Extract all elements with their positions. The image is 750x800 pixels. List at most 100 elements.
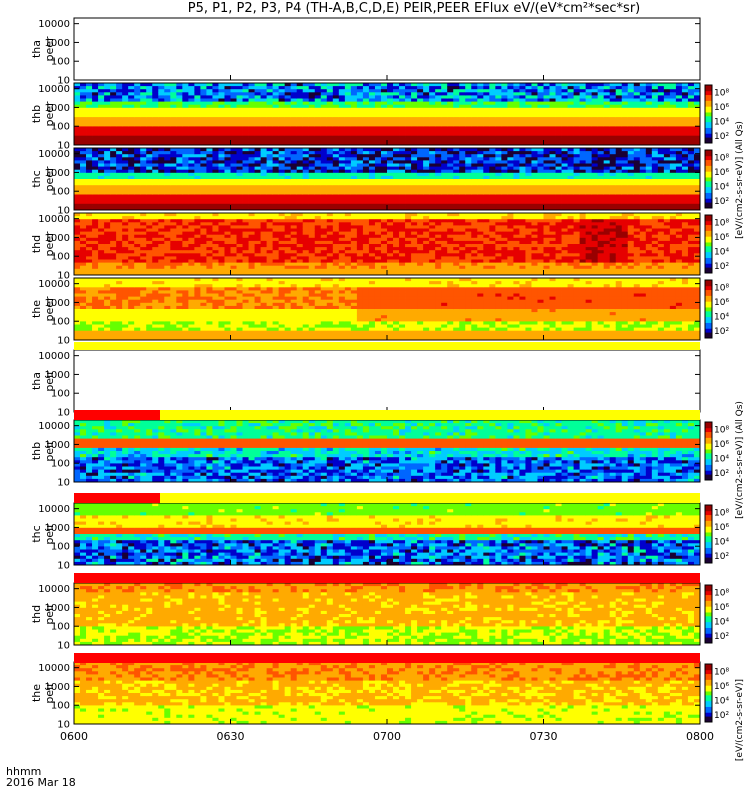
y-tick-label: 100: [51, 122, 70, 133]
colorbar-the-peir: 10² 10⁴ 10⁶ 10⁸: [704, 663, 729, 723]
colorbar-tick-label: 10⁸: [714, 283, 729, 293]
colorbar-tick-label: 10⁶: [714, 103, 729, 113]
panel-label-species: peer: [43, 36, 56, 62]
y-tick-label: 100: [51, 187, 70, 198]
colorbar-units-label: [eV/(cm2-s-sr-eV)] (All Qs): [735, 401, 745, 519]
colorbar-tick-label: 10²: [714, 262, 729, 272]
colorbar-thc-peer: 10² 10⁴ 10⁶ 10⁸: [704, 149, 729, 209]
y-tick-label: 10: [57, 478, 70, 489]
y-tick-label: 10: [57, 720, 70, 731]
colorbar-tick-label: 10⁸: [714, 508, 729, 518]
y-tick-label: 10: [57, 206, 70, 217]
y-tick-label: 10000: [38, 504, 70, 515]
panel-thc-peir: 10 100 1000 10000 thc peir 10² 10⁴ 10⁶ 10⁸: [30, 502, 729, 572]
y-tick-label: 10: [57, 336, 70, 347]
panel-label-probe: the: [30, 300, 43, 318]
date-label: 2016 Mar 18: [6, 776, 76, 789]
y-tick-label: 1000: [45, 523, 70, 534]
spectrogram-thd-peir: [74, 583, 701, 646]
x-tick-label: 0630: [217, 730, 245, 743]
panel-thb-peer: 10 100 1000 10000 thb peer 10² 10⁴ 10⁶ 10⁸: [30, 82, 729, 152]
colorbar-tick-label: 10⁸: [714, 667, 729, 677]
y-tick-label: 1000: [45, 103, 70, 114]
colorbar-tick-label: 10²: [714, 197, 729, 207]
colorbar-units-label: [eV/(cm2-s-sr-eV)] (All Qs): [735, 121, 745, 239]
panel-frame: [73, 17, 701, 81]
colorbar-tick-label: 10⁴: [714, 454, 729, 464]
time-axis-label: hhmm: [6, 765, 42, 778]
quality-flag-bar: [74, 653, 700, 663]
y-tick-label: 100: [51, 389, 70, 400]
y-tick-label: 10000: [38, 19, 70, 30]
panel-label: thd peir: [30, 603, 56, 625]
spectrogram-thc-peir: [74, 503, 701, 566]
y-tick-label: 1000: [45, 233, 70, 244]
panel-frame: [73, 349, 701, 413]
panel-label-species: peir: [43, 523, 56, 545]
y-tick-label: 10: [57, 641, 70, 652]
panel-label-species: peer: [43, 296, 56, 322]
chart-title: P5, P1, P2, P3, P4 (TH-A,B,C,D,E) PEIR,P…: [187, 1, 641, 16]
colorbar-frame: [704, 421, 713, 481]
colorbar-tick-label: 10⁸: [714, 588, 729, 598]
panel-tha-peir: 10 100 1000 10000 tha peir: [30, 349, 701, 419]
spectrogram-thc-peer: [74, 148, 701, 211]
colorbar-tick-label: 10⁴: [714, 312, 729, 322]
x-tick-label: 0800: [686, 730, 714, 743]
y-tick-label: 100: [51, 459, 70, 470]
colorbar-tick-label: 10⁴: [714, 182, 729, 192]
y-tick-label: 100: [51, 317, 70, 328]
y-tick-label: 1000: [45, 298, 70, 309]
quality-flag-segment: [74, 342, 700, 350]
panel-label-probe: thc: [30, 170, 43, 187]
y-tick-label: 100: [51, 542, 70, 553]
panel-label: thc peir: [30, 523, 56, 545]
y-tick-label: 10000: [38, 84, 70, 95]
colorbar-thb-peer: 10² 10⁴ 10⁶ 10⁸: [704, 84, 729, 144]
y-tick-label: 10: [57, 271, 70, 282]
y-tick-label: 10000: [38, 351, 70, 362]
panel-thd-peer: 10 100 1000 10000 thd peer 10² 10⁴ 10⁶ 10⁸: [30, 212, 729, 282]
panel-label-probe: tha: [30, 372, 43, 390]
colorbar-tick-label: 10⁸: [714, 153, 729, 163]
y-tick-label: 10: [57, 561, 70, 572]
y-tick-label: 1000: [45, 440, 70, 451]
panel-label: tha peer: [30, 36, 56, 62]
panel-thb-peir: 10 100 1000 10000 thb peir 10² 10⁴ 10⁶ 10⁸: [30, 419, 729, 489]
colorbar-tick-label: 10²: [714, 552, 729, 562]
colorbar-tick-label: 10⁶: [714, 603, 729, 613]
colorbar-tick-label: 10⁴: [714, 617, 729, 627]
colorbar-tick-label: 10⁶: [714, 523, 729, 533]
panel-the-peer: 10 100 1000 10000 the peer 10² 10⁴ 10⁶ 10⁸: [30, 277, 729, 347]
colorbar-frame: [704, 149, 713, 209]
colorbar-tick-label: 10²: [714, 632, 729, 642]
panel-thd-peir: 10 100 1000 10000 thd peir 10² 10⁴ 10⁶ 10⁸: [30, 582, 729, 652]
colorbar-tick-label: 10⁶: [714, 233, 729, 243]
y-tick-label: 10: [57, 408, 70, 419]
panel-label-species: peer: [43, 166, 56, 192]
panel-tha-peer: 10 100 1000 10000 tha peer: [30, 17, 701, 87]
quality-flag-segment: [160, 410, 700, 420]
spectrogram-thb-peer: [74, 83, 701, 146]
colorbar-tick-label: 10⁸: [714, 218, 729, 228]
y-tick-label: 100: [51, 622, 70, 633]
colorbar-thd-peir: 10² 10⁴ 10⁶ 10⁸: [704, 584, 729, 644]
colorbar-tick-label: 10⁶: [714, 682, 729, 692]
panel-thc-peer: 10 100 1000 10000 thc peer 10² 10⁴ 10⁶ 10⁸: [30, 147, 729, 217]
colorbar-thc-peir: 10² 10⁴ 10⁶ 10⁸: [704, 504, 729, 564]
colorbar-tick-label: 10⁶: [714, 168, 729, 178]
quality-flag-bar: [74, 410, 700, 420]
y-tick-label: 1000: [45, 603, 70, 614]
panel-label-species: peir: [43, 440, 56, 462]
colorbar-thb-peir: 10² 10⁴ 10⁶ 10⁸: [704, 421, 729, 481]
colorbar-frame: [704, 279, 713, 339]
y-tick-label: 10000: [38, 584, 70, 595]
panel-label: thc peer: [30, 166, 56, 192]
y-tick-label: 100: [51, 57, 70, 68]
panel-label-probe: thd: [30, 235, 43, 253]
quality-flag-bar: [74, 573, 700, 583]
colorbar-tick-label: 10⁸: [714, 88, 729, 98]
panel-label: thd peer: [30, 231, 56, 257]
panel-label-species: peir: [43, 603, 56, 625]
y-tick-label: 10000: [38, 663, 70, 674]
